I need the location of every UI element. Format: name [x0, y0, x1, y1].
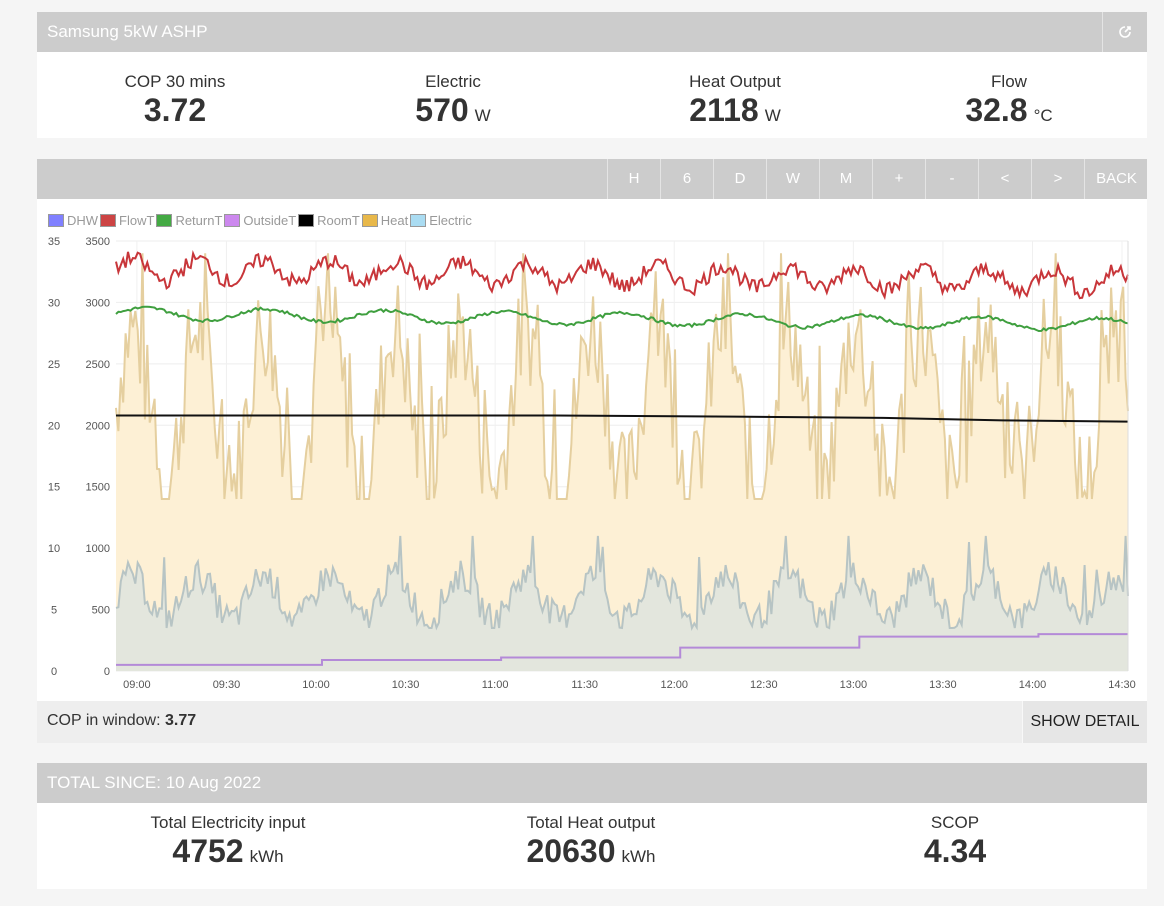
external-link-icon: [1119, 26, 1131, 38]
stat-label: Total Heat output: [526, 813, 656, 832]
stat-flow: Flow 32.8 °C: [879, 72, 1139, 129]
stat-label: COP 30 mins: [124, 72, 226, 91]
totals-panel: TOTAL SINCE: 10 Aug 2022 Total Electrici…: [37, 763, 1147, 889]
totals-title: TOTAL SINCE: 10 Aug 2022: [47, 773, 262, 792]
range-6h-button[interactable]: 6: [660, 159, 713, 199]
back-button[interactable]: BACK: [1084, 159, 1148, 199]
panel-header: Samsung 5kW ASHP: [37, 12, 1147, 52]
stat-label: Total Electricity input: [150, 813, 306, 832]
stat-value: 3.72: [143, 92, 207, 128]
panel-title: Samsung 5kW ASHP: [47, 22, 208, 41]
stat-label: Flow: [991, 72, 1027, 91]
stat-heat-output: Heat Output 2118 W: [605, 72, 865, 129]
legend-item-flowt[interactable]: FlowT: [100, 213, 154, 228]
stat-cop: COP 30 mins 3.72: [45, 72, 305, 129]
legend-item-outsidet[interactable]: OutsideT: [224, 213, 296, 228]
stat-label: Electric: [425, 72, 481, 91]
range-day-button[interactable]: D: [713, 159, 766, 199]
range-week-button[interactable]: W: [766, 159, 819, 199]
stat-value: 4.34: [923, 833, 987, 869]
range-hour-button[interactable]: H: [607, 159, 660, 199]
live-stats-panel: Samsung 5kW ASHP COP 30 mins 3.72 Electr…: [37, 12, 1147, 138]
range-month-button[interactable]: M: [819, 159, 872, 199]
graph-toolbar: H 6 D W M + - < > BACK: [37, 159, 1147, 199]
cop-window-text: COP in window: 3.77: [47, 712, 197, 729]
legend-item-roomt[interactable]: RoomT: [298, 213, 360, 228]
stat-value: 4752 kWh: [172, 833, 284, 869]
stat-label: Heat Output: [689, 72, 781, 91]
zoom-out-button[interactable]: -: [925, 159, 978, 199]
cop-window-bar: COP in window: 3.77 SHOW DETAIL: [37, 701, 1147, 743]
stat-value: 2118 W: [689, 92, 781, 128]
pan-right-button[interactable]: >: [1031, 159, 1084, 199]
stat-electric: Electric 570 W: [323, 72, 583, 129]
legend-item-heat[interactable]: Heat: [361, 213, 408, 228]
total-scop: SCOP 4.34: [825, 813, 1085, 870]
zoom-in-button[interactable]: +: [872, 159, 925, 199]
graph-panel: [37, 159, 1147, 701]
show-detail-button[interactable]: SHOW DETAIL: [1022, 701, 1147, 743]
stat-value: 32.8 °C: [965, 92, 1053, 128]
chart-legend: DHW FlowT ReturnT OutsideT RoomT Heat El…: [48, 213, 474, 228]
total-electricity: Total Electricity input 4752 kWh: [98, 813, 358, 870]
legend-item-electric[interactable]: Electric: [410, 213, 472, 228]
stat-value: 20630 kWh: [526, 833, 656, 869]
stat-label: SCOP: [930, 813, 980, 832]
pan-left-button[interactable]: <: [978, 159, 1031, 199]
stat-value: 570 W: [415, 92, 491, 128]
legend-item-returnt[interactable]: ReturnT: [156, 213, 222, 228]
total-heat: Total Heat output 20630 kWh: [461, 813, 721, 870]
totals-header: TOTAL SINCE: 10 Aug 2022: [37, 763, 1147, 803]
popout-button[interactable]: [1102, 12, 1147, 52]
legend-item-dhw[interactable]: DHW: [48, 213, 98, 228]
